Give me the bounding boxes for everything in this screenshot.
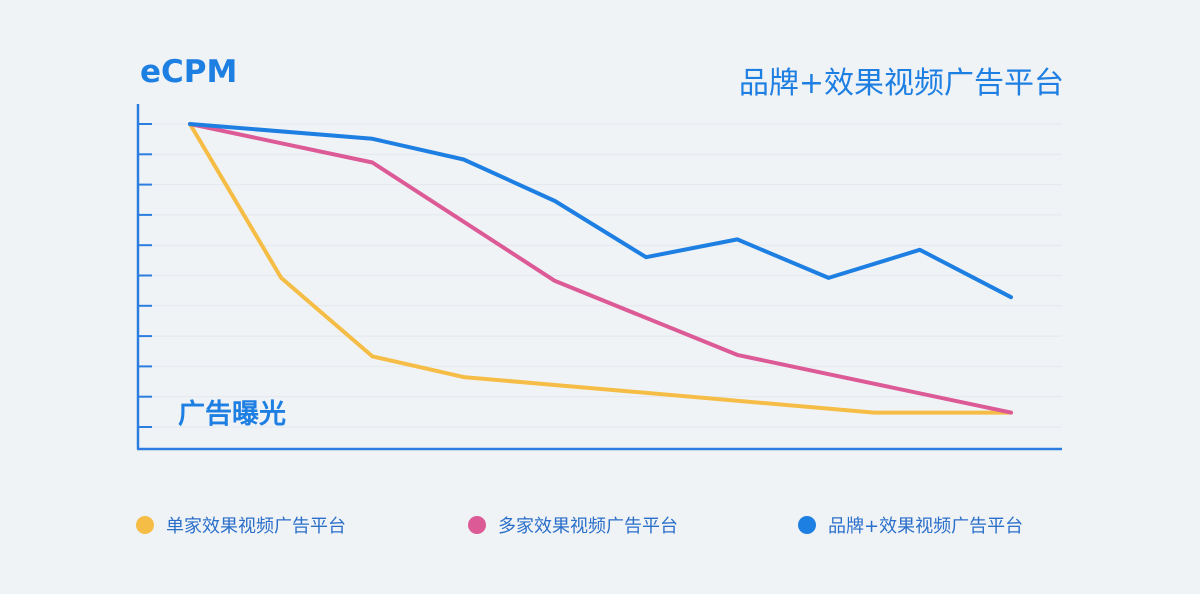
legend-swatch-multi bbox=[468, 516, 486, 534]
series-line-single bbox=[188, 122, 1013, 415]
legend-swatch-brand bbox=[798, 516, 816, 534]
legend-item-brand: 品牌+效果视频广告平台 bbox=[798, 510, 1023, 540]
series-line-brand bbox=[188, 122, 1013, 300]
x-axis-label: 广告曝光 bbox=[178, 399, 286, 430]
legend-label-brand: 品牌+效果视频广告平台 bbox=[828, 516, 1024, 537]
series-line-multi bbox=[188, 122, 1013, 415]
legend-item-single: 单家效果视频广告平台 bbox=[136, 510, 346, 540]
legend: 单家效果视频广告平台 多家效果视频广告平台 品牌+效果视频广告平台 bbox=[0, 510, 1200, 540]
legend-swatch-single bbox=[136, 516, 154, 534]
y-axis-label: eCPM bbox=[140, 54, 238, 90]
legend-item-multi: 多家效果视频广告平台 bbox=[468, 510, 678, 540]
chart-title: 品牌+效果视频广告平台 bbox=[738, 66, 1064, 101]
legend-label-single: 单家效果视频广告平台 bbox=[166, 516, 346, 537]
legend-label-multi: 多家效果视频广告平台 bbox=[498, 516, 678, 537]
